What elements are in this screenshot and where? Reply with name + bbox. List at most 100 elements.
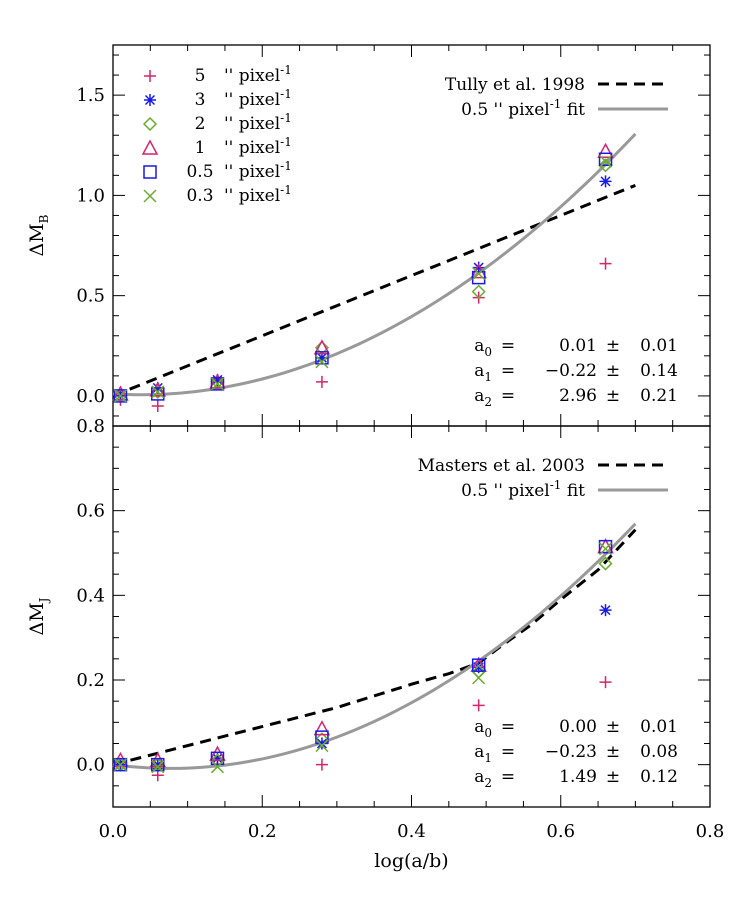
coef-equals: = xyxy=(501,336,515,356)
legend-unit-part: -1 xyxy=(280,87,292,101)
coef-name-part: a xyxy=(474,717,484,737)
x-tick-label: 0.0 xyxy=(99,821,128,842)
series-plus xyxy=(114,257,612,412)
coef-error: 0.12 xyxy=(640,767,678,787)
data-point xyxy=(113,389,127,403)
legend-line-label: Tully et al. 1998 xyxy=(445,75,585,95)
coef-name-part: 1 xyxy=(484,370,492,384)
legend-value-part: 0.3 xyxy=(186,186,213,206)
legend-marker xyxy=(144,94,156,106)
coef-name-part: a xyxy=(474,386,484,406)
legend-value: 5 xyxy=(195,66,206,86)
coef-value: 0.00 xyxy=(559,717,597,737)
coef-name-part: a xyxy=(474,361,484,381)
data-point xyxy=(210,751,225,766)
legend-value: 0.3 xyxy=(186,186,213,206)
series-asterisk xyxy=(114,175,612,402)
coef-equals: = xyxy=(501,767,515,787)
legend-value-part: 3 xyxy=(195,90,206,110)
legend-line-label-part: Masters et al. 2003 xyxy=(418,456,585,476)
data-point xyxy=(315,739,329,753)
data-point xyxy=(472,699,485,712)
data-point xyxy=(471,658,486,672)
coef-error: 0.01 xyxy=(640,717,678,737)
data-point xyxy=(151,760,165,774)
data-point xyxy=(599,257,612,270)
coef-name-part: 2 xyxy=(484,776,492,790)
legend-value-part: 1 xyxy=(195,138,206,158)
data-point xyxy=(598,542,613,556)
legend-line-label-part: -1 xyxy=(550,97,562,111)
bottom-panel-jmag: 0.0 0.2 0.4 0.6 0.8 0.0 0.2 0.4 0.6 0.8 log(a/b) ΔM… xyxy=(26,416,724,872)
x-axis-label: log(a/b) xyxy=(374,850,448,872)
data-point xyxy=(598,158,613,173)
legend-line-label-part: fit xyxy=(561,100,585,120)
coef-name: a1​ xyxy=(474,361,492,384)
legend-value: 1 xyxy=(195,138,206,158)
y-axis-label-part: ΔM xyxy=(26,602,48,635)
coef-error: 0.21 xyxy=(640,386,678,406)
legend-line-label-part: 0.5 '' pixel xyxy=(461,100,550,120)
legend-marker xyxy=(143,165,157,179)
data-point xyxy=(210,377,225,391)
data-point xyxy=(151,385,165,399)
y-tick-label: 0.2 xyxy=(76,670,105,691)
legend-unit-part: -1 xyxy=(280,135,292,149)
legend-line-label-part: Tully et al. 1998 xyxy=(445,75,585,95)
coef-name: a2​ xyxy=(474,386,492,409)
data-point xyxy=(315,355,329,369)
data-point xyxy=(209,745,226,761)
data-point xyxy=(472,267,486,281)
coef-name-part: 0 xyxy=(484,726,492,740)
coef-error: 0.14 xyxy=(640,361,678,381)
data-point xyxy=(210,377,225,391)
data-point xyxy=(315,351,328,364)
legend-value: 0.5 xyxy=(186,162,213,182)
y-tick-label: 0.4 xyxy=(76,585,105,606)
data-point xyxy=(471,270,486,285)
legend-unit-part: '' pixel xyxy=(224,162,280,182)
data-point xyxy=(598,154,613,168)
x-tick-label: 0.8 xyxy=(696,821,725,842)
legend-line-label-part: fit xyxy=(561,481,585,501)
legend-unit-part: '' pixel xyxy=(224,138,280,158)
legend-line-label-part: -1 xyxy=(550,478,562,492)
legend-marker xyxy=(141,139,159,155)
legend-line-label: 0.5 '' pixel-1​ fit xyxy=(461,97,585,120)
series-triangle xyxy=(112,538,614,768)
coef-name: a2​ xyxy=(474,767,492,790)
coef-pm: ± xyxy=(606,386,620,406)
data-point xyxy=(472,671,486,685)
legend-value-part: 5 xyxy=(195,66,206,86)
legend-marker xyxy=(142,116,158,132)
coef-pm: ± xyxy=(606,767,620,787)
y-axis-label-part: ΔM xyxy=(26,223,48,256)
plot-frame xyxy=(112,425,711,808)
y-axis-label: ΔMJ​ xyxy=(26,597,51,635)
data-point xyxy=(315,351,329,365)
y-axis-label: ΔMB​ xyxy=(26,214,51,256)
data-point xyxy=(211,373,224,386)
coef-value: 0.01 xyxy=(559,336,597,356)
series-square xyxy=(113,539,613,772)
data-point xyxy=(599,175,612,188)
coef-pm: ± xyxy=(606,717,620,737)
data-point xyxy=(211,752,224,765)
legend-unit: '' pixel-1​ xyxy=(224,87,292,110)
coef-error: 0.01 xyxy=(640,336,678,356)
legend-unit: '' pixel-1​ xyxy=(224,183,292,206)
data-point xyxy=(315,375,328,388)
coef-name: a1​ xyxy=(474,742,492,765)
legend-unit: '' pixel-1​ xyxy=(224,135,292,158)
legend-unit-part: -1 xyxy=(280,111,292,125)
coef-pm: ± xyxy=(606,336,620,356)
fit-curve xyxy=(113,522,637,770)
y-tick-label: 0.0 xyxy=(76,386,105,407)
coef-pm: ± xyxy=(606,361,620,381)
legend-unit-part: -1 xyxy=(280,183,292,197)
data-point xyxy=(315,730,329,744)
x-tick-label: 0.4 xyxy=(397,821,426,842)
coef-equals: = xyxy=(501,386,515,406)
x-tick-label: 0.6 xyxy=(546,821,575,842)
